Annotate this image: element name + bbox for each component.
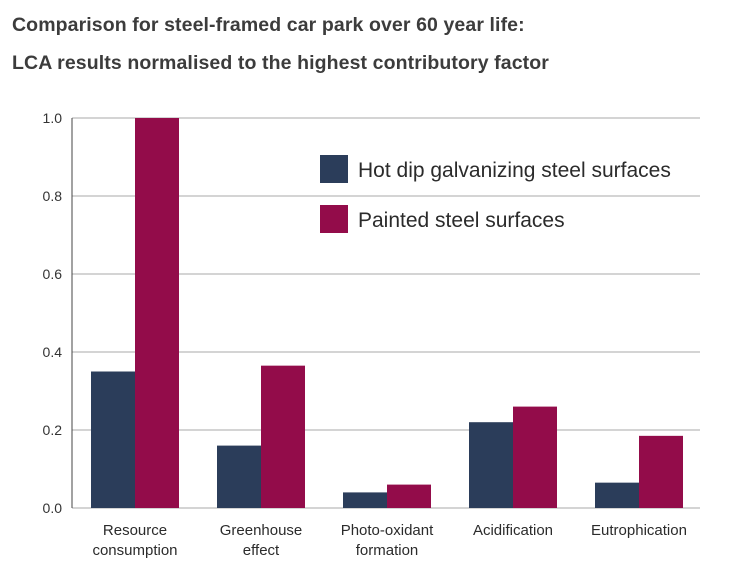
y-tick-label: 1.0: [43, 110, 63, 126]
legend-label: Hot dip galvanizing steel surfaces: [358, 159, 671, 182]
y-tick-label: 0.6: [43, 266, 63, 282]
bar: [135, 118, 179, 508]
x-category-label: formation: [356, 542, 419, 559]
legend-label: Painted steel surfaces: [358, 209, 565, 232]
x-category-label: Greenhouse: [220, 522, 303, 539]
x-category-label: Acidification: [473, 522, 553, 539]
bar: [595, 482, 639, 508]
bar: [343, 492, 387, 508]
y-tick-label: 0.0: [43, 500, 63, 516]
x-axis-labels: Resource consumption Greenhouse effect Photo…: [92, 522, 686, 559]
chart-subtitle: LCA results normalised to the highest co…: [12, 52, 549, 74]
y-axis-ticks: 0.0 0.2 0.4 0.6 0.8 1.0: [43, 110, 63, 516]
bar: [261, 365, 305, 508]
x-category-label: Resource: [103, 522, 167, 539]
bar: [513, 406, 557, 508]
legend: Hot dip galvanizing steel surfaces Painte…: [320, 155, 671, 233]
bar: [639, 435, 683, 508]
x-category-label: Eutrophication: [591, 522, 687, 539]
bar: [91, 371, 135, 508]
bars: [91, 118, 683, 508]
y-tick-label: 0.2: [43, 422, 63, 438]
legend-swatch: [320, 155, 348, 183]
y-tick-label: 0.8: [43, 188, 63, 204]
chart-title: Comparison for steel-framed car park ove…: [12, 14, 525, 36]
legend-swatch: [320, 205, 348, 233]
bar: [387, 484, 431, 508]
x-category-label: Photo-oxidant: [341, 522, 434, 539]
x-category-label: effect: [243, 542, 280, 559]
y-tick-label: 0.4: [43, 344, 63, 360]
x-category-label: consumption: [92, 542, 177, 559]
bar: [469, 422, 513, 508]
bar: [217, 445, 261, 508]
